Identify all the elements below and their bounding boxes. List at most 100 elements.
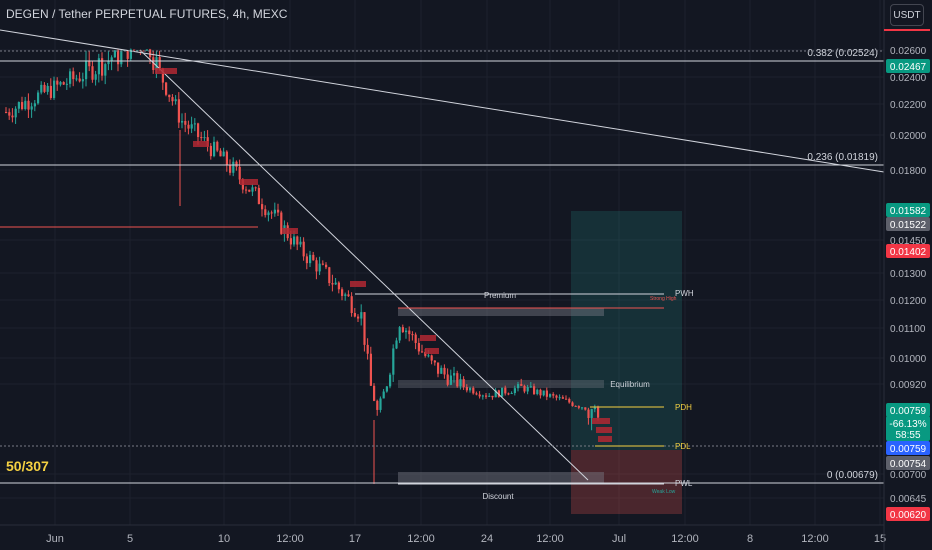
y-tick-label: 0.00920 — [890, 380, 927, 391]
candle-body — [161, 68, 164, 83]
candle-body — [369, 353, 372, 386]
price-badge-label: 0.00754 — [890, 459, 927, 470]
candle-body — [459, 379, 462, 387]
drawing-overlays: 0.382 (0.02524) 0.236 (0.01819) 0 (0.00679… — [0, 29, 885, 501]
y-tick-label: 0.02400 — [890, 73, 927, 84]
candle-body — [581, 407, 584, 409]
candle-body — [568, 398, 571, 403]
candle-body — [469, 387, 472, 391]
candle-body — [126, 50, 129, 59]
candle-body — [30, 106, 33, 110]
x-tick-label: 8 — [747, 533, 753, 545]
x-tick-label: 12:00 — [671, 533, 699, 545]
candle-body — [587, 409, 590, 418]
y-tick-label: 0.01300 — [890, 269, 927, 280]
candle-body — [273, 209, 276, 214]
x-tick-label: 10 — [218, 533, 230, 545]
candle-body — [91, 66, 94, 80]
candle-body — [353, 313, 356, 317]
short-trendline — [139, 49, 589, 481]
candle-body — [344, 294, 347, 296]
candle-body — [187, 124, 190, 129]
x-tick-label: 12:00 — [276, 533, 304, 545]
order-block-marker — [420, 335, 436, 341]
candle-body — [565, 398, 568, 400]
price-badge-label: 0.01582 — [890, 206, 927, 217]
candle-body — [257, 187, 260, 205]
candle-body — [574, 405, 577, 407]
y-tick-label: 0.01450 — [890, 236, 927, 247]
y-tick-label: 0.01800 — [890, 166, 927, 177]
candle-body — [517, 384, 520, 389]
candle-body — [11, 115, 14, 118]
candle-body — [165, 82, 168, 95]
zone-label-discount: Discount — [482, 492, 514, 501]
price-badge-label: 0.00620 — [890, 510, 927, 521]
candle-body — [475, 393, 478, 395]
candle-body — [523, 385, 526, 392]
candle-body — [590, 409, 593, 418]
zone-label-pwl: PWL — [675, 479, 693, 488]
fib-level-label: 0 (0.00679) — [827, 470, 878, 481]
candle-body — [229, 164, 232, 173]
candle-body — [321, 263, 324, 265]
candle-body — [337, 282, 340, 290]
candle-body — [597, 407, 600, 418]
candle-body — [373, 385, 376, 401]
candle-body — [235, 161, 238, 167]
price-badge-bg — [886, 203, 930, 217]
zone-label-premium: Premium — [484, 291, 516, 300]
price-badge-bg — [886, 59, 930, 73]
candle-body — [193, 123, 196, 125]
candle-body — [46, 85, 49, 92]
candle-body — [433, 360, 436, 363]
candle-body — [94, 74, 97, 80]
price-badge-bg — [886, 244, 930, 258]
zone-label-equilibrium: Equilibrium — [610, 380, 650, 389]
candle-body — [510, 393, 513, 395]
candle-body — [526, 387, 529, 392]
candle-body — [56, 80, 59, 85]
order-block-marker — [155, 68, 177, 74]
y-tick-label: 0.00700 — [890, 470, 927, 481]
y-tick-label: 0.01000 — [890, 354, 927, 365]
candle-body — [379, 398, 382, 410]
candle-body — [174, 99, 177, 102]
candle-body — [21, 102, 24, 110]
candle-body — [315, 260, 318, 272]
currency-button[interactable]: USDT — [890, 4, 924, 26]
candle-body — [155, 57, 158, 70]
candle-body — [245, 189, 248, 191]
x-tick-label: 15 — [874, 533, 886, 545]
x-tick-label: 12:00 — [801, 533, 829, 545]
candle-body — [491, 395, 494, 398]
candle-body — [427, 355, 430, 357]
candle-body — [309, 254, 312, 264]
candle-body — [382, 391, 385, 399]
candle-body — [78, 78, 81, 82]
candle-body — [488, 395, 491, 397]
x-tick-label: 24 — [481, 533, 493, 545]
candle-body — [158, 57, 161, 69]
candle-body — [149, 49, 152, 58]
candle-body — [88, 60, 91, 67]
candle-body — [593, 407, 596, 410]
candle-body — [69, 71, 72, 84]
candle-body — [264, 209, 267, 216]
price-badge-label: 0.01402 — [890, 247, 927, 258]
candle-body — [325, 264, 328, 268]
price-badge-bg — [886, 441, 930, 455]
candle-body — [190, 124, 193, 129]
price-badge-bg — [886, 403, 930, 417]
price-badge-bg — [886, 456, 930, 470]
order-block-marker — [425, 348, 439, 354]
candle-body — [545, 390, 548, 397]
candle-body — [401, 327, 404, 333]
candle-body — [465, 387, 468, 391]
price-badge-bg — [886, 507, 930, 521]
candle-body — [209, 145, 212, 157]
candle-body — [120, 50, 123, 65]
candle-body — [347, 294, 350, 297]
